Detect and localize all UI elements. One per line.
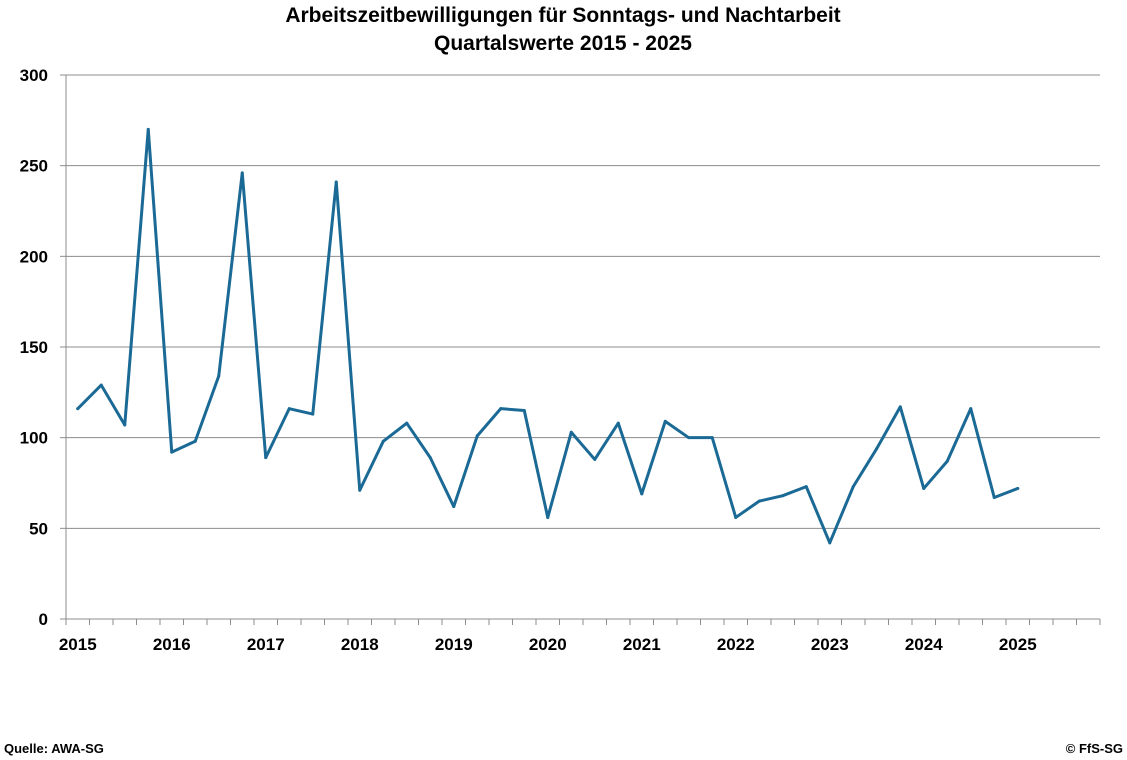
copyright-note: © FfS-SG — [1065, 741, 1123, 756]
data-point — [593, 457, 597, 461]
data-point — [334, 180, 338, 184]
x-tick-label: 2019 — [435, 635, 473, 654]
y-axis-ticks: 0 50 100 150 200 250 300 — [20, 66, 48, 629]
data-point — [781, 494, 785, 498]
data-point — [640, 492, 644, 496]
data-point — [875, 447, 879, 451]
x-tick-label: 2025 — [999, 635, 1037, 654]
line-chart: Arbeitszeitbewilligungen für Sonntags- u… — [20, 4, 1101, 654]
y-tick-label: 200 — [20, 247, 48, 266]
data-point — [757, 499, 761, 503]
data-point — [922, 486, 926, 490]
data-point — [616, 421, 620, 425]
x-tick-label: 2023 — [811, 635, 849, 654]
chart-subtitle: Quartalswerte 2015 - 2025 — [434, 32, 692, 55]
data-point — [569, 430, 573, 434]
x-tick-label: 2022 — [717, 635, 755, 654]
y-tick-label: 100 — [20, 429, 48, 448]
data-point — [193, 439, 197, 443]
data-point — [170, 450, 174, 454]
y-tick-label: 250 — [20, 157, 48, 176]
data-point — [76, 407, 80, 411]
x-tick-label: 2020 — [529, 635, 567, 654]
data-point — [898, 405, 902, 409]
data-point — [992, 496, 996, 500]
y-tick-label: 50 — [29, 519, 48, 538]
data-point — [851, 485, 855, 489]
data-point — [1016, 486, 1020, 490]
data-point — [522, 408, 526, 412]
y-tick-label: 0 — [39, 610, 48, 629]
data-point — [710, 436, 714, 440]
source-note: Quelle: AWA-SG — [4, 741, 104, 756]
x-tick-label: 2016 — [153, 635, 191, 654]
data-point — [264, 456, 268, 460]
x-tick-label: 2024 — [905, 635, 943, 654]
data-point — [240, 171, 244, 175]
data-point — [945, 459, 949, 463]
data-point — [804, 485, 808, 489]
axes — [60, 74, 1101, 625]
x-tick-label: 2021 — [623, 635, 661, 654]
y-tick-label: 150 — [20, 338, 48, 357]
data-point — [734, 515, 738, 519]
series-line — [76, 127, 1020, 545]
data-point — [123, 423, 127, 427]
y-tick-label: 300 — [20, 66, 48, 85]
data-points — [76, 127, 1020, 545]
data-point — [969, 407, 973, 411]
data-point — [287, 407, 291, 411]
data-point — [358, 488, 362, 492]
data-point — [428, 456, 432, 460]
data-point — [405, 421, 409, 425]
x-axis-ticks: 2015 2016 2017 2018 2019 2020 2021 2022 2023 2024… — [59, 635, 1037, 654]
data-point — [499, 407, 503, 411]
data-point — [311, 412, 315, 416]
gridlines — [66, 74, 1100, 529]
data-point — [381, 439, 385, 443]
x-tick-label: 2018 — [341, 635, 379, 654]
data-point — [146, 127, 150, 131]
chart-title: Arbeitszeitbewilligungen für Sonntags- u… — [285, 4, 840, 27]
data-point — [217, 374, 221, 378]
data-point — [99, 383, 103, 387]
data-point — [452, 505, 456, 509]
x-tick-label: 2017 — [247, 635, 285, 654]
x-tick-label: 2015 — [59, 635, 97, 654]
data-point — [687, 436, 691, 440]
data-point — [546, 515, 550, 519]
data-point — [475, 434, 479, 438]
data-point — [828, 541, 832, 545]
data-point — [663, 419, 667, 423]
